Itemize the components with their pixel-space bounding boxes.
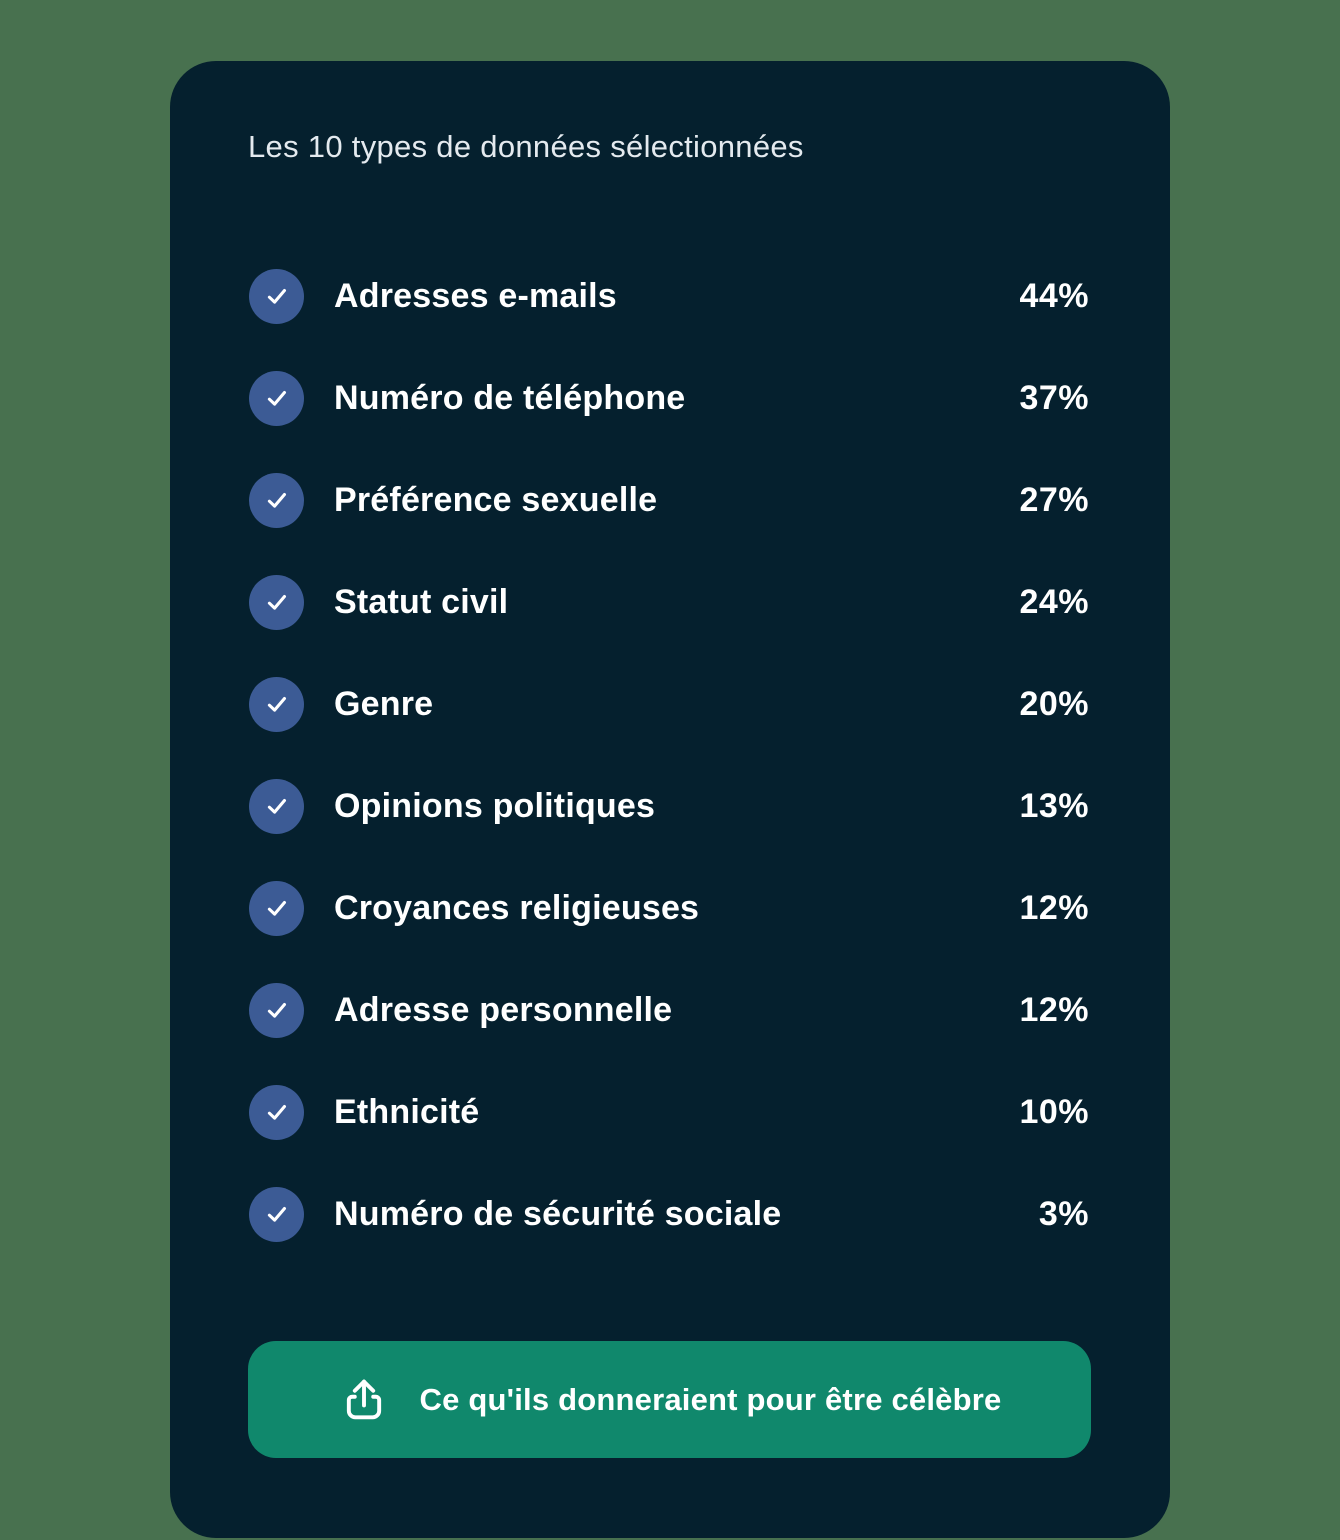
checkbox-checked[interactable] (249, 676, 304, 732)
card-title: Les 10 types de données sélectionnées (248, 129, 804, 164)
item-label: Croyances religieuses (334, 888, 700, 927)
item-label: Ethnicité (334, 1092, 480, 1131)
item-value: 27% (1019, 480, 1089, 519)
item-value: 10% (1019, 1092, 1089, 1131)
item-value: 20% (1019, 684, 1089, 723)
item-label: Opinions politiques (334, 786, 656, 825)
checkbox-checked[interactable] (249, 1084, 304, 1140)
item-value: 13% (1019, 786, 1089, 825)
check-icon (267, 289, 286, 304)
checkbox-checked[interactable] (249, 370, 304, 426)
item-value: 44% (1019, 276, 1089, 315)
item-value: 12% (1019, 888, 1089, 927)
list-item: Préférence sexuelle 27% (249, 449, 1089, 551)
list-item: Adresse personnelle 12% (249, 959, 1089, 1061)
check-icon (267, 901, 286, 916)
list-item: Croyances religieuses 12% (249, 857, 1089, 959)
check-icon (267, 1105, 286, 1120)
upload-icon (346, 1379, 381, 1419)
check-icon (267, 697, 286, 712)
item-label: Statut civil (334, 582, 509, 621)
item-label: Numéro de sécurité sociale (334, 1194, 782, 1233)
check-icon (267, 595, 286, 610)
item-value: 24% (1019, 582, 1089, 621)
checkbox-checked[interactable] (249, 1186, 304, 1242)
checkbox-checked[interactable] (249, 574, 304, 630)
checkbox-checked[interactable] (249, 268, 304, 324)
item-value: 37% (1019, 378, 1089, 417)
list-item: Genre 20% (249, 653, 1089, 755)
checkbox-checked[interactable] (249, 472, 304, 528)
item-label: Genre (334, 684, 434, 723)
check-icon (267, 799, 286, 814)
share-results-button[interactable]: Ce qu'ils donneraient pour être célèbre (248, 1341, 1091, 1458)
checkbox-checked[interactable] (249, 982, 304, 1038)
item-label: Numéro de téléphone (334, 378, 686, 417)
data-types-list: Adresses e-mails 44% Numéro de téléphone… (249, 245, 1089, 1265)
checkbox-checked[interactable] (249, 880, 304, 936)
check-icon (267, 493, 286, 508)
list-item: Opinions politiques 13% (249, 755, 1089, 857)
list-item: Ethnicité 10% (249, 1061, 1089, 1163)
checkbox-checked[interactable] (249, 778, 304, 834)
list-item: Numéro de téléphone 37% (249, 347, 1089, 449)
share-button-label: Ce qu'ils donneraient pour être célèbre (419, 1381, 1002, 1417)
list-item: Adresses e-mails 44% (249, 245, 1089, 347)
list-item: Numéro de sécurité sociale 3% (249, 1163, 1089, 1265)
item-value: 12% (1019, 990, 1089, 1029)
item-label: Préférence sexuelle (334, 480, 658, 519)
item-label: Adresses e-mails (334, 276, 617, 315)
list-item: Statut civil 24% (249, 551, 1089, 653)
item-value: 3% (1038, 1194, 1089, 1233)
item-label: Adresse personnelle (334, 990, 673, 1029)
check-icon (267, 391, 286, 406)
data-types-card: Les 10 types de données sélectionnées Ad… (170, 61, 1170, 1538)
check-icon (267, 1207, 286, 1222)
check-icon (267, 1003, 286, 1018)
